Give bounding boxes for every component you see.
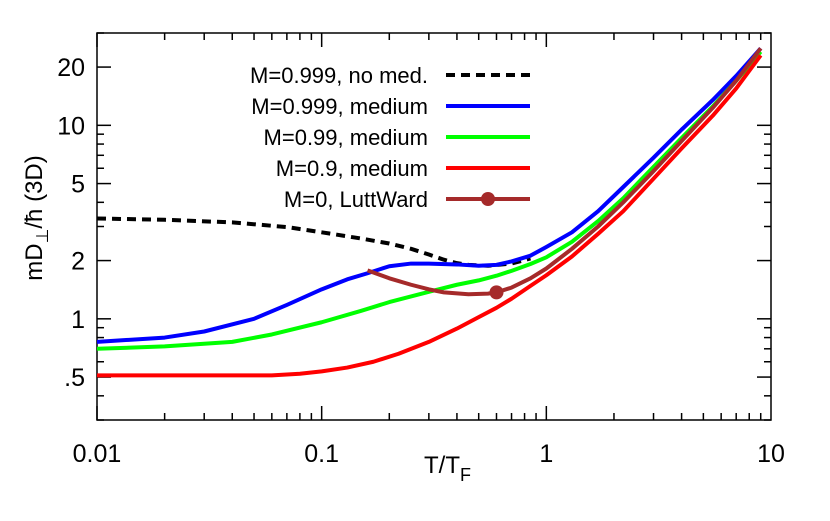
series-line-2 xyxy=(97,50,763,351)
series-marker-4 xyxy=(489,285,504,300)
x-tick-label: 0.1 xyxy=(304,440,339,468)
tick-marks xyxy=(96,32,771,421)
x-tick-label: 0.01 xyxy=(73,440,122,468)
y-axis-title-main: mD xyxy=(21,243,48,280)
legend-label: M=0.9, medium xyxy=(276,156,428,181)
legend-label: M=0, LuttWard xyxy=(284,187,428,212)
series-lines xyxy=(97,46,763,378)
y-tick-label: 5 xyxy=(71,171,85,199)
legend-marker xyxy=(481,192,495,206)
x-tick-label: 1 xyxy=(539,440,553,468)
x-axis-title-sub: F xyxy=(460,465,471,485)
y-tick-label: 1 xyxy=(71,306,85,334)
y-tick-label: 20 xyxy=(57,54,85,82)
legend-label: M=0.999, medium xyxy=(251,94,428,119)
y-axis-title: mD⊥/ħ (3D) xyxy=(21,155,52,281)
tick-labels: 0.01 0.1 1 10 .5 1 2 5 10 20 xyxy=(57,54,785,468)
y-tick-label: .5 xyxy=(64,364,85,392)
series-line-3 xyxy=(97,54,763,378)
y-tick-label: 2 xyxy=(71,248,85,276)
x-tick-label: 10 xyxy=(757,440,785,468)
series-line-4 xyxy=(366,47,763,297)
series-line-0 xyxy=(97,216,531,268)
plot-frame xyxy=(96,32,772,421)
legend-label: M=0.999, no med. xyxy=(250,63,428,88)
y-axis-title-sub: ⊥ xyxy=(33,229,52,244)
x-axis-title-main: T/T xyxy=(424,452,460,479)
series-line-1 xyxy=(97,46,763,344)
legend-label: M=0.99, medium xyxy=(264,125,428,150)
legend: M=0.999, no med. M=0.999, medium M=0.99, m… xyxy=(250,63,530,212)
y-axis-title-rest: /ħ (3D) xyxy=(21,155,48,228)
x-axis-title: T/TF xyxy=(424,452,471,485)
y-tick-label: 10 xyxy=(57,112,85,140)
